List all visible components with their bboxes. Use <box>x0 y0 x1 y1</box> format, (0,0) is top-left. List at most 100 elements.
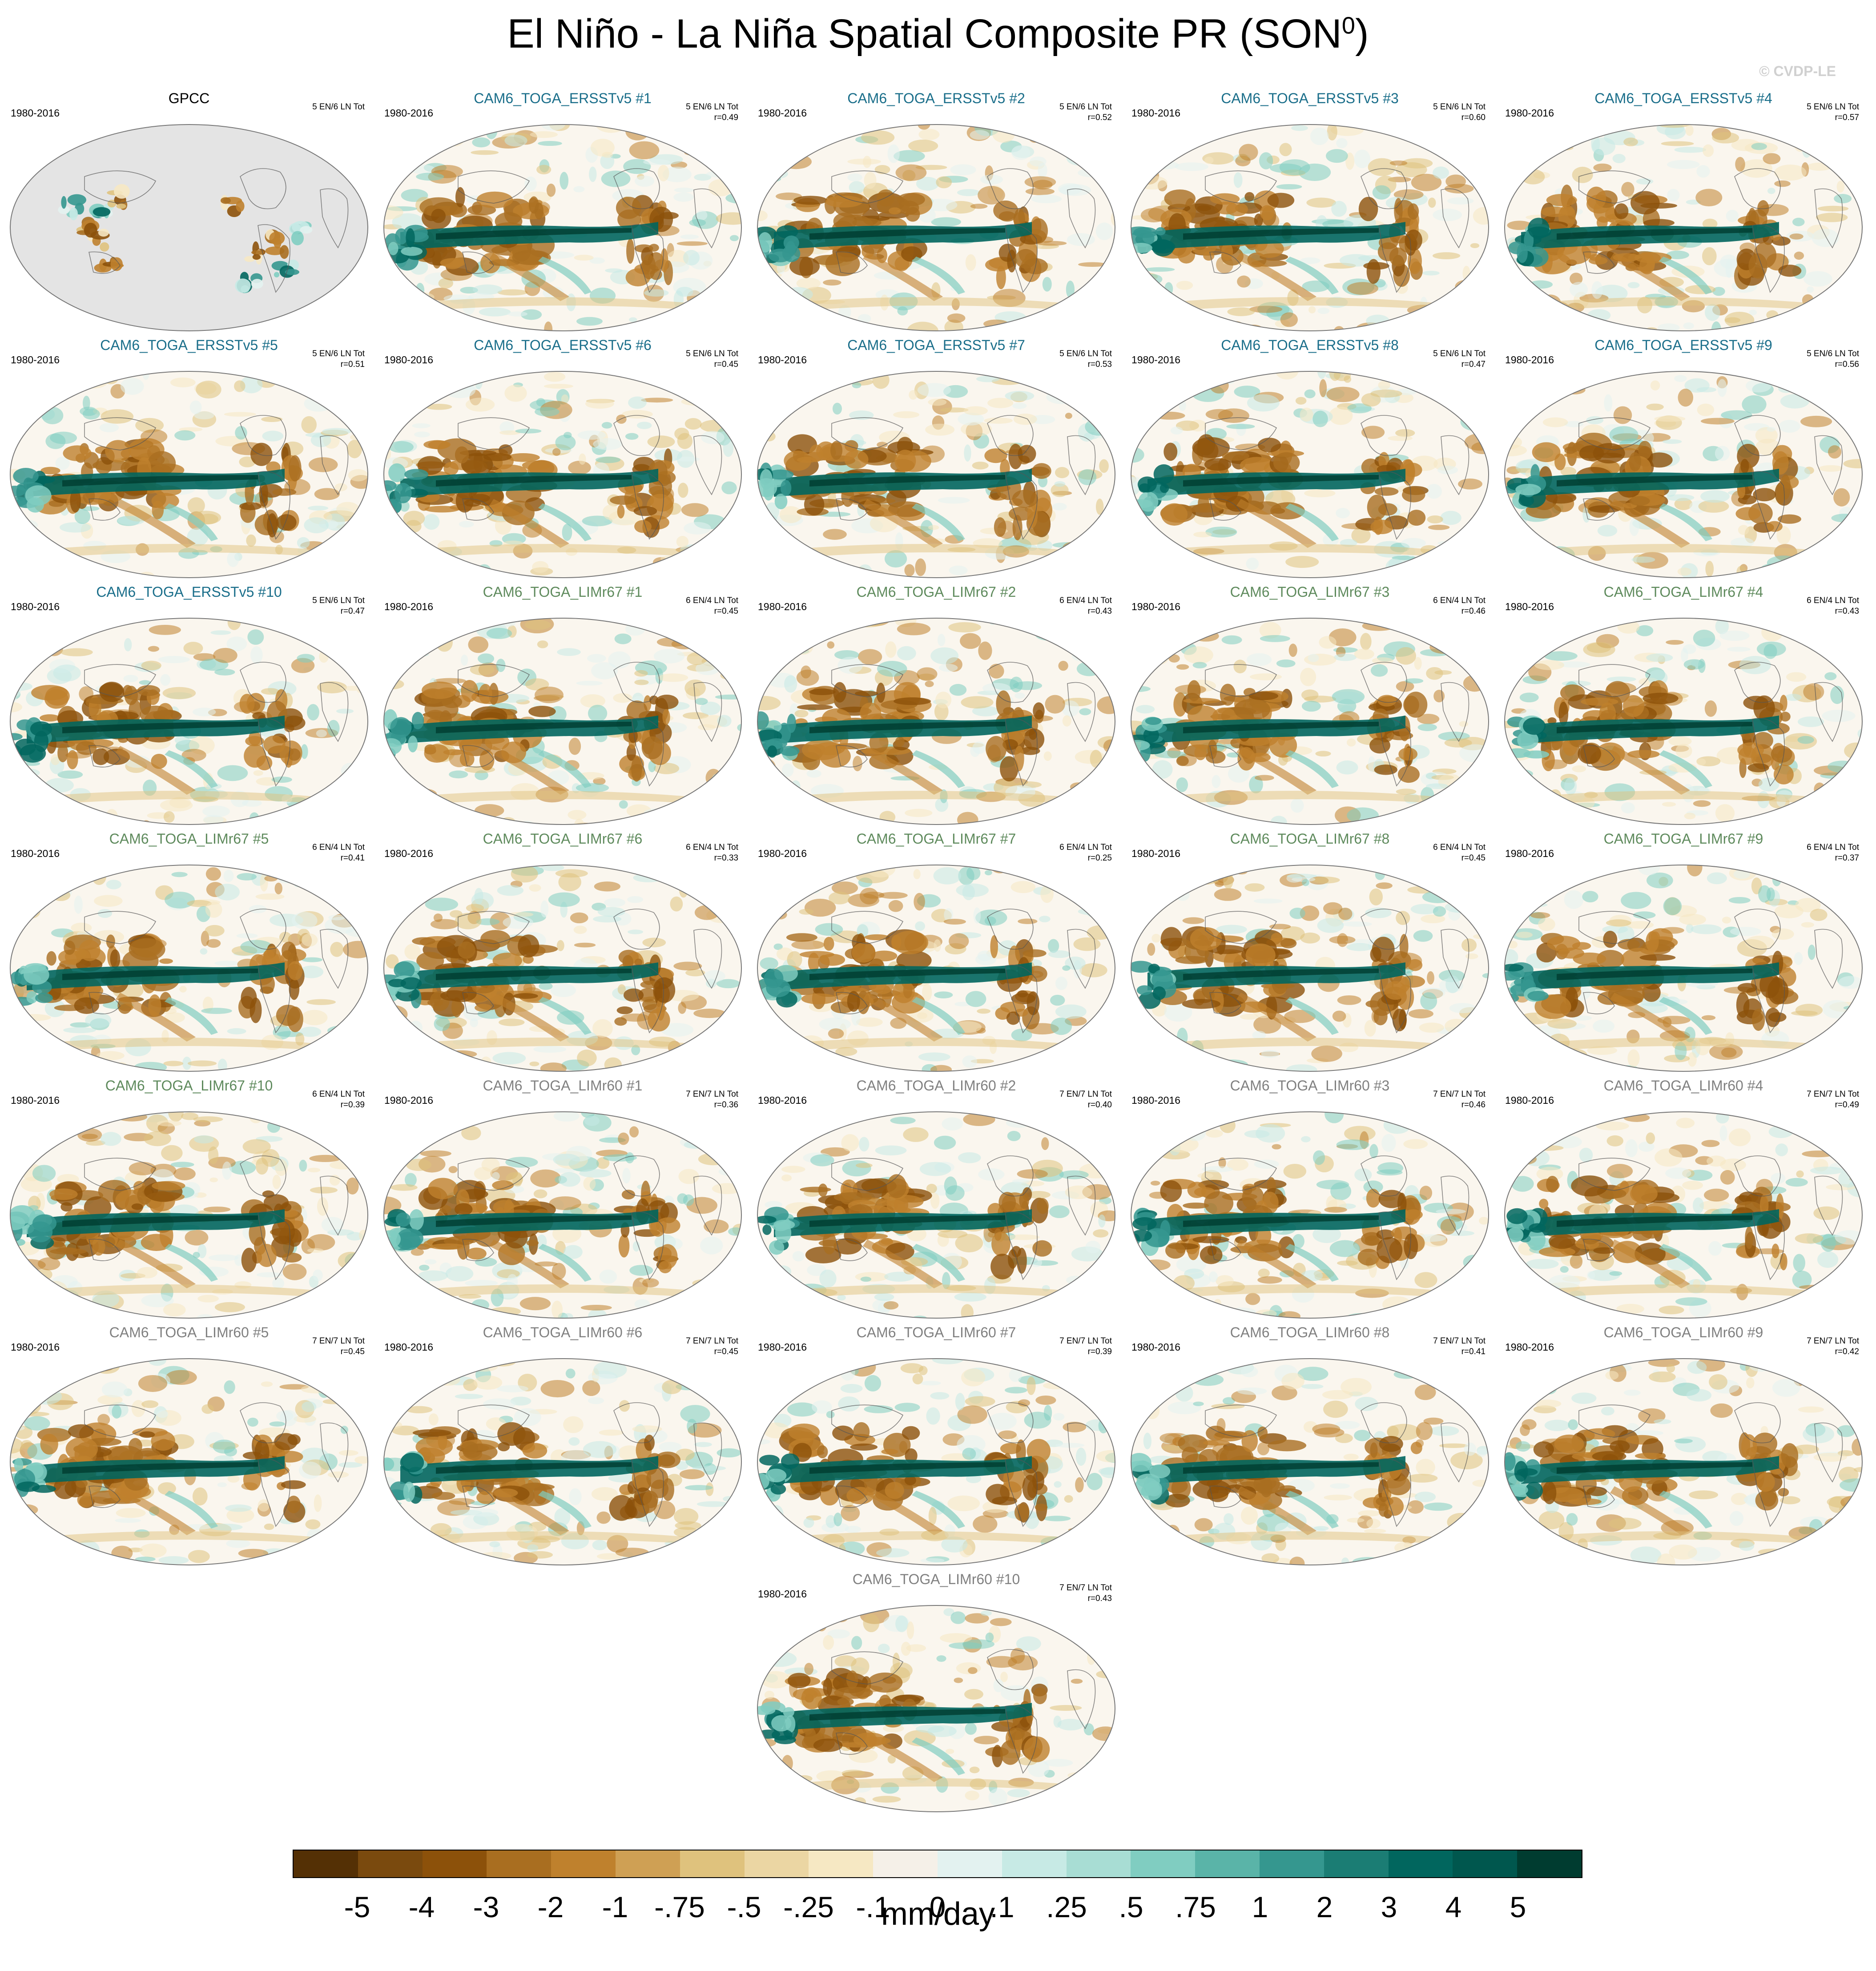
panel-info: 5 EN/6 LN Tot r=0.49 <box>686 102 738 123</box>
panel-info: 7 EN/7 LN Tot r=0.49 <box>1807 1089 1859 1110</box>
coastline <box>987 1649 1034 1690</box>
panel-years: 1980-2016 <box>1505 601 1554 612</box>
coastline <box>1067 188 1096 249</box>
panel-info: 7 EN/7 LN Tot r=0.45 <box>312 1336 365 1357</box>
colorbar-tick-label: 5 <box>1510 1891 1526 1923</box>
coastline <box>462 992 494 1014</box>
panel-title: CAM6_TOGA_LIMr67 #8 <box>1230 831 1390 847</box>
coastline <box>613 168 660 209</box>
map-border <box>1131 865 1489 1072</box>
map-border <box>383 865 742 1072</box>
coastline <box>836 992 868 1014</box>
panel-years: 1980-2016 <box>1131 107 1180 119</box>
panel-years: 1980-2016 <box>1131 354 1180 366</box>
colorbar-swatch <box>1453 1850 1518 1877</box>
coastline <box>320 1175 349 1236</box>
panel-info: 7 EN/7 LN Tot r=0.36 <box>686 1089 738 1110</box>
map-border <box>757 618 1115 825</box>
coastline <box>1361 1155 1407 1197</box>
panel-title: CAM6_TOGA_LIMr60 #6 <box>483 1324 643 1340</box>
panel-event-count: 6 EN/4 LN Tot <box>1433 843 1486 852</box>
map-border <box>383 371 742 578</box>
coastline <box>462 498 494 521</box>
coastline <box>1378 718 1411 787</box>
panel-years: 1980-2016 <box>1505 354 1554 366</box>
coastline <box>1734 662 1781 703</box>
map-panel: CAM6_TOGA_ERSSTv5 #9 1980-2016 5 EN/6 LN T… <box>1499 338 1868 583</box>
panel-map <box>1131 618 1489 825</box>
map-border <box>10 371 368 578</box>
panel-info: 7 EN/7 LN Tot r=0.42 <box>1807 1336 1859 1357</box>
colorbar-tick-label: -5 <box>344 1891 370 1923</box>
panel-years: 1980-2016 <box>11 601 60 612</box>
colorbar-tick-label: 1 <box>1252 1891 1268 1923</box>
coastline <box>1067 435 1096 495</box>
coastline <box>1814 188 1843 249</box>
coastline <box>89 992 121 1014</box>
panel-years: 1980-2016 <box>11 1094 60 1106</box>
panel-years: 1980-2016 <box>384 848 433 859</box>
panel-pattern-correlation: r=0.25 <box>1087 853 1112 863</box>
colorbar-swatch <box>1517 1850 1582 1877</box>
colorbar-swatch <box>1259 1850 1324 1877</box>
coastline <box>89 1239 121 1261</box>
panel-event-count: 6 EN/4 LN Tot <box>686 843 738 852</box>
coastline <box>613 1402 660 1444</box>
coastline <box>1814 1422 1843 1483</box>
panel-title: CAM6_TOGA_LIMr60 #2 <box>856 1078 1016 1094</box>
coastline <box>258 1211 290 1280</box>
colorbar-swatch <box>615 1850 680 1877</box>
coastline <box>693 1422 722 1483</box>
map-panel: CAM6_TOGA_ERSSTv5 #3 1980-2016 5 EN/6 LN T… <box>1125 91 1494 337</box>
panel-info: 6 EN/4 LN Tot r=0.37 <box>1807 842 1859 864</box>
panel-event-count: 6 EN/4 LN Tot <box>686 596 738 605</box>
coastline <box>1578 1158 1651 1191</box>
coastline <box>240 415 286 456</box>
panel-info: 5 EN/6 LN Tot r=0.45 <box>686 349 738 370</box>
colorbar-tick-label: 0 <box>929 1891 946 1923</box>
panel-pattern-correlation: r=0.41 <box>1461 1347 1486 1356</box>
panel-years: 1980-2016 <box>11 848 60 859</box>
panel-event-count: 7 EN/7 LN Tot <box>1433 1336 1486 1346</box>
colorbar-swatch <box>1324 1850 1389 1877</box>
panel-info: 7 EN/7 LN Tot r=0.41 <box>1433 1336 1486 1357</box>
panel-title: CAM6_TOGA_ERSSTv5 #3 <box>1221 90 1399 106</box>
map-panel: CAM6_TOGA_LIMr60 #5 1980-2016 7 EN/7 LN To… <box>4 1325 374 1571</box>
map-panel: CAM6_TOGA_LIMr60 #7 1980-2016 7 EN/7 LN To… <box>752 1325 1121 1571</box>
coastline <box>831 1158 904 1191</box>
coastline <box>458 911 530 944</box>
coastline <box>320 188 349 249</box>
coastline <box>462 251 494 274</box>
panel-map <box>1131 1358 1489 1565</box>
map-panel: CAM6_TOGA_ERSSTv5 #5 1980-2016 5 EN/6 LN T… <box>4 338 374 583</box>
panel-title: CAM6_TOGA_LIMr67 #9 <box>1603 831 1763 847</box>
panel-title: CAM6_TOGA_LIMr60 #7 <box>856 1324 1016 1340</box>
credit-label: © CVDP-LE <box>1759 63 1836 79</box>
coastline <box>1441 1422 1469 1483</box>
panel-info: 7 EN/7 LN Tot r=0.45 <box>686 1336 738 1357</box>
coastline <box>320 1422 349 1483</box>
panel-info: 6 EN/4 LN Tot r=0.45 <box>1433 842 1486 864</box>
panel-pattern-correlation: r=0.46 <box>1461 1100 1486 1110</box>
colorbar-swatch <box>551 1850 616 1877</box>
coastline <box>987 662 1034 703</box>
panel-years: 1980-2016 <box>758 1588 807 1600</box>
map-field <box>10 865 368 1071</box>
colorbar-tick-label: 3 <box>1381 1891 1397 1923</box>
panel-info: 6 EN/4 LN Tot r=0.25 <box>1059 842 1112 864</box>
map-border <box>383 124 742 331</box>
map-field <box>757 1359 1115 1565</box>
coastline <box>831 1404 904 1438</box>
panel-event-count: 7 EN/7 LN Tot <box>1059 1336 1112 1346</box>
panel-info: 6 EN/4 LN Tot r=0.43 <box>1807 595 1859 617</box>
coastline <box>987 909 1034 950</box>
coastline <box>1067 929 1096 989</box>
panel-years: 1980-2016 <box>758 1094 807 1106</box>
panel-map <box>1504 1358 1863 1565</box>
map-panel: CAM6_TOGA_LIMr67 #6 1980-2016 6 EN/4 LN To… <box>378 832 747 1077</box>
coastline <box>1441 682 1469 742</box>
panel-map <box>1131 371 1489 578</box>
map-border <box>1131 124 1489 331</box>
coastline <box>320 435 349 495</box>
map-panel: CAM6_TOGA_LIMr60 #2 1980-2016 7 EN/7 LN To… <box>752 1078 1121 1324</box>
